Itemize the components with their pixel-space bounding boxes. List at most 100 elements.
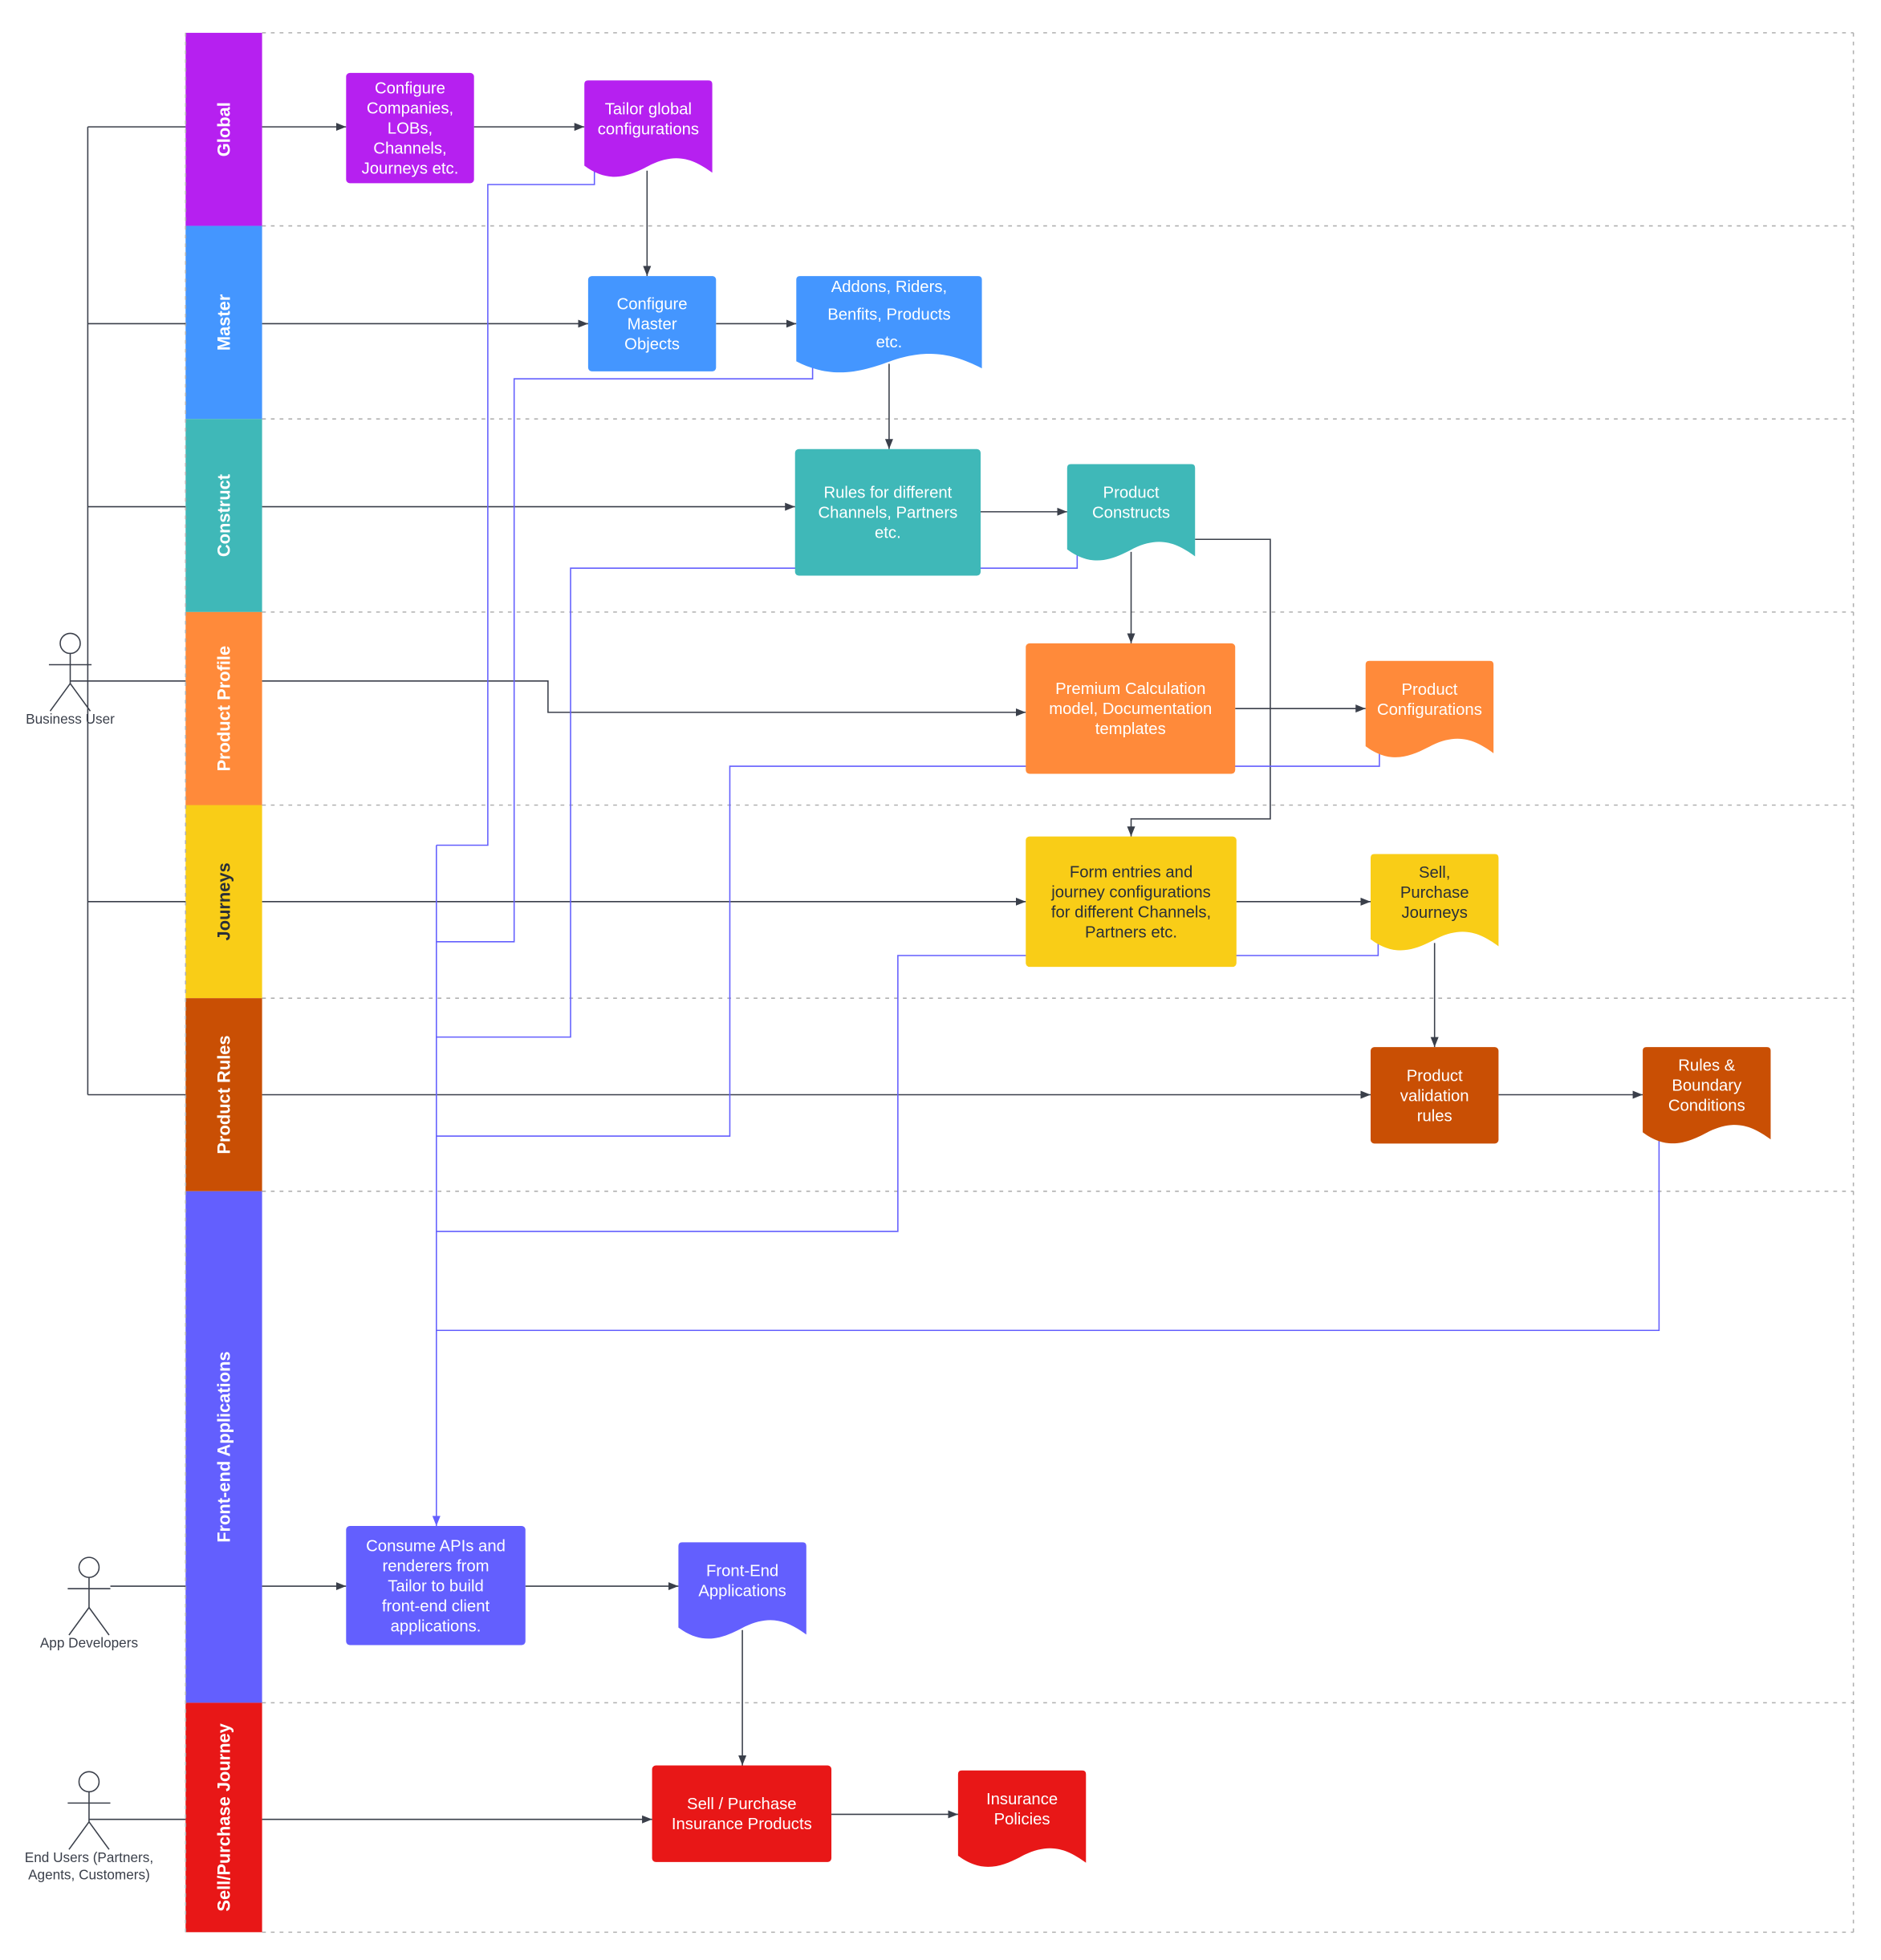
node-configure-master-objects[interactable]: Configure Master Objects — [587, 276, 717, 371]
document-shape — [1365, 660, 1494, 757]
node-sell-purchase-insurance-products[interactable]: Sell / Purchase Insurance Products — [652, 1765, 832, 1862]
node-label-line: Tailor to build — [388, 1577, 484, 1595]
api-link-profile — [436, 749, 1380, 1137]
node-label-line: Insurance Products — [672, 1816, 812, 1833]
node-label-line: LOBs, — [388, 120, 433, 138]
node-consume-apis[interactable]: Consume APIs and renderers from Tailor to … — [346, 1526, 526, 1646]
node-label-line: Rules & — [1678, 1057, 1736, 1075]
process-box — [794, 448, 981, 576]
node-product-constructs[interactable]: Product Constructs — [1066, 464, 1196, 561]
node-label-line: Applications — [698, 1582, 786, 1600]
node-label-line: Consume APIs and — [366, 1537, 506, 1555]
lane-label: Product Rules — [214, 1035, 234, 1154]
connectors — [70, 123, 1660, 1824]
lane-product-profile: Product Profile — [185, 611, 1854, 806]
lane-label: Global — [214, 102, 234, 156]
node-label: Consume APIs and renderers from Tailor to … — [366, 1537, 506, 1635]
lane-header — [185, 805, 262, 999]
node-addons-riders[interactable]: Addons, Riders, Benfits, Products etc. — [796, 276, 982, 373]
lane-label: Master — [214, 294, 234, 351]
lane-global: Global — [185, 32, 1854, 226]
lane-product-rules: Product Rules — [185, 997, 1854, 1191]
node-label-line: Partners etc. — [1085, 923, 1177, 941]
node-label-line: Product — [1103, 484, 1160, 501]
node-insurance-policies[interactable]: Insurance Policies — [957, 1770, 1087, 1867]
api-link-master — [436, 363, 814, 943]
node-label-line: etc. — [875, 525, 901, 542]
document-shape — [584, 80, 713, 177]
node-product-validation-rules[interactable]: Product validation rules — [1370, 1047, 1499, 1144]
lane-header — [185, 1191, 262, 1703]
actors: Business User App Developers End Users (Pa… — [25, 632, 153, 1883]
api-link-journeys — [436, 940, 1379, 1232]
node-label: Product Configurations — [1377, 681, 1482, 719]
node-label-line: Product — [1407, 1067, 1463, 1085]
node-label-line: rules — [1417, 1107, 1452, 1125]
lane-label: Front-end Applications — [214, 1351, 234, 1542]
node-label: Rules & Boundary Conditions — [1668, 1057, 1745, 1115]
node-configure-companies[interactable]: Configure Companies, LOBs, Channels, Journey… — [346, 72, 474, 184]
node-front-end-applications-doc[interactable]: Front-End Applications — [678, 1542, 806, 1639]
node-label-line: Journeys etc. — [362, 160, 459, 178]
process-box — [1370, 1047, 1499, 1144]
lane-header — [185, 419, 262, 612]
node-rules-boundary-conditions[interactable]: Rules & Boundary Conditions — [1643, 1047, 1771, 1144]
process-box — [1026, 836, 1237, 968]
process-box — [346, 72, 474, 184]
node-label: Product Constructs — [1092, 484, 1170, 521]
node-label-line: Form entries and — [1070, 863, 1192, 881]
document-shape — [1370, 854, 1499, 951]
node-label-line: Configure — [375, 80, 445, 98]
node-product-configurations[interactable]: Product Configurations — [1365, 660, 1494, 757]
node-label-line: applications. — [391, 1617, 481, 1635]
api-link-global — [436, 170, 595, 846]
nodes: Configure Companies, LOBs, Channels, Journey… — [346, 72, 1771, 1867]
document-shape — [796, 276, 982, 373]
document-shape — [1643, 1047, 1771, 1144]
stick-figure-icon — [67, 1556, 111, 1636]
node-label-line: validation — [1400, 1087, 1469, 1105]
stick-figure-icon — [67, 1771, 111, 1850]
node-label: Insurance Policies — [986, 1791, 1058, 1828]
api-link-construct — [436, 551, 1079, 1038]
api-link-rules — [436, 1134, 1660, 1332]
node-tailor-global-configurations[interactable]: Tailor global configurations — [584, 80, 713, 177]
node-rules-for-channels[interactable]: Rules for different Channels, Partners etc… — [794, 448, 981, 576]
lane-header — [185, 1702, 262, 1933]
node-label-line: etc. — [876, 334, 903, 351]
lane-label: Product Profile — [214, 646, 234, 772]
node-label: Configure Master Objects — [617, 295, 688, 353]
node-label-line: Rules for different — [823, 485, 952, 502]
node-label: Premium Calculation model, Documentation t… — [1049, 680, 1212, 738]
node-label: Rules for different Channels, Partners etc… — [818, 485, 957, 542]
lane-label: Sell/Purchase Journey — [214, 1723, 234, 1911]
lane-label: Construct — [214, 473, 234, 557]
node-form-entries[interactable]: Form entries and journey configurations fo… — [1026, 836, 1237, 968]
node-label-line: for different Channels, — [1051, 903, 1211, 921]
lane-master: Master — [185, 225, 1854, 420]
stick-figure-icon — [48, 632, 92, 712]
node-label-line: Tailor global — [605, 100, 692, 118]
node-label-line: Configure — [617, 295, 688, 313]
process-box — [652, 1765, 832, 1862]
lane-arrow — [262, 680, 1026, 716]
lane-label: Journeys — [214, 862, 234, 940]
node-label-line: Configurations — [1377, 701, 1482, 719]
node-label-line: model, Documentation — [1049, 700, 1212, 718]
node-label: Sell / Purchase Insurance Products — [672, 1796, 812, 1833]
lane-header — [185, 611, 262, 806]
actor-label: End Users (Partners, Agents, Customers) — [25, 1849, 153, 1883]
document-shape — [1066, 464, 1196, 561]
lane-front-end-applications: Front-end Applications — [185, 1191, 1854, 1703]
node-label-line: Premium Calculation — [1055, 680, 1205, 698]
node-label-line: Front-End — [706, 1562, 778, 1580]
node-label-line: journey configurations — [1050, 883, 1211, 901]
node-label-line: Channels, Partners — [818, 505, 957, 522]
node-label: Product validation rules — [1400, 1067, 1469, 1125]
node-label: Sell, Purchase Journeys — [1400, 864, 1469, 922]
node-premium-calculation[interactable]: Premium Calculation model, Documentation t… — [1026, 643, 1236, 774]
node-label-line: Purchase — [1400, 884, 1469, 902]
actor-label: Business User — [26, 711, 115, 727]
node-sell-purchase-journeys[interactable]: Sell, Purchase Journeys — [1370, 854, 1499, 951]
